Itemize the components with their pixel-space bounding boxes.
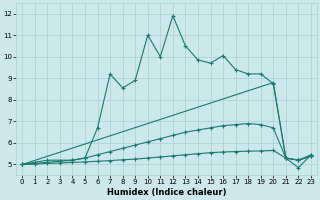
X-axis label: Humidex (Indice chaleur): Humidex (Indice chaleur): [107, 188, 226, 197]
